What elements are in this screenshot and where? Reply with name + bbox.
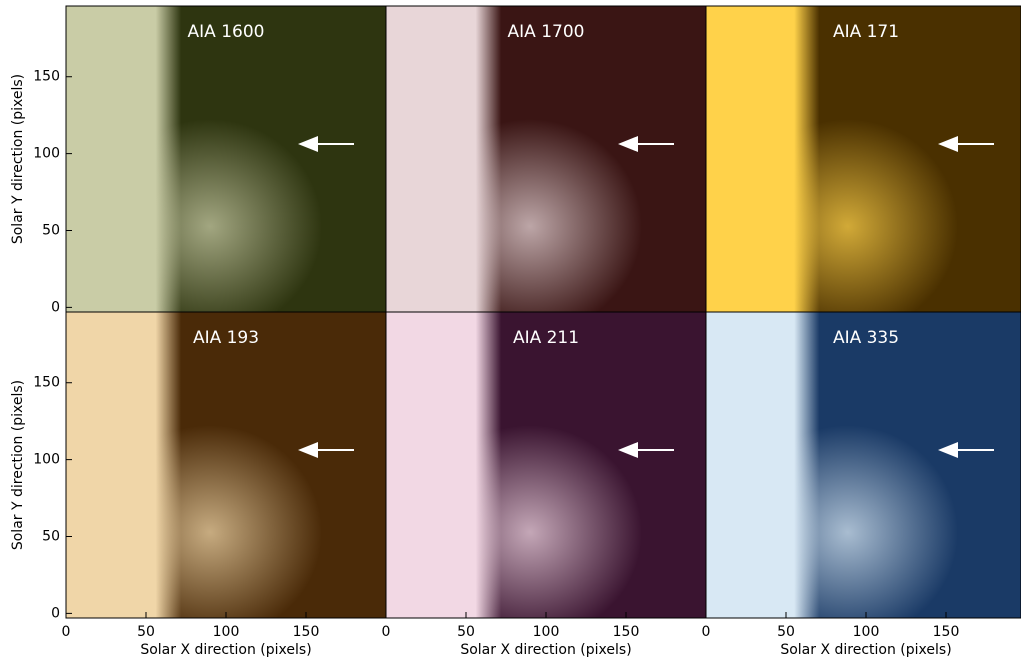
x-tick-label: 0: [62, 624, 71, 640]
loop-brightening: [66, 312, 386, 618]
panel-title: AIA 193: [193, 328, 259, 348]
x-tick-label: 100: [213, 624, 240, 640]
y-tick-label: 150: [33, 69, 60, 85]
x-tick-label: 150: [293, 624, 320, 640]
loop-brightening: [386, 312, 706, 618]
y-tick-label: 100: [33, 146, 60, 162]
panel-title: AIA 335: [833, 328, 899, 348]
panel-title: AIA 1600: [188, 22, 265, 42]
y-tick-label: 100: [33, 452, 60, 468]
x-tick-label: 50: [457, 624, 475, 640]
loop-brightening: [66, 6, 386, 312]
loop-brightening: [706, 312, 1021, 618]
x-tick-label: 0: [382, 624, 391, 640]
panel-title: AIA 1700: [508, 22, 585, 42]
loop-brightening: [706, 6, 1021, 312]
x-tick-label: 100: [853, 624, 880, 640]
x-tick-label: 0: [702, 624, 711, 640]
x-tick-label: 100: [533, 624, 560, 640]
x-axis-label: Solar X direction (pixels): [140, 642, 311, 658]
x-axis-label: Solar X direction (pixels): [780, 642, 951, 658]
figure: AIA 1600 0 50 100 150 Solar Y direction (pixe…: [0, 0, 1021, 664]
y-tick-label: 50: [42, 529, 60, 545]
x-tick-label: 150: [613, 624, 640, 640]
y-axis-label: Solar Y direction (pixels): [10, 74, 26, 244]
x-tick-label: 50: [777, 624, 795, 640]
y-axis-label: Solar Y direction (pixels): [10, 380, 26, 550]
y-tick-label: 150: [33, 375, 60, 391]
x-axis-label: Solar X direction (pixels): [460, 642, 631, 658]
panel-title: AIA 211: [513, 328, 579, 348]
y-tick-label: 0: [51, 605, 60, 621]
x-tick-label: 50: [137, 624, 155, 640]
loop-brightening: [386, 6, 706, 312]
y-tick-label: 50: [42, 223, 60, 239]
x-tick-label: 150: [933, 624, 960, 640]
panel-title: AIA 171: [833, 22, 899, 42]
y-tick-label: 0: [51, 299, 60, 315]
